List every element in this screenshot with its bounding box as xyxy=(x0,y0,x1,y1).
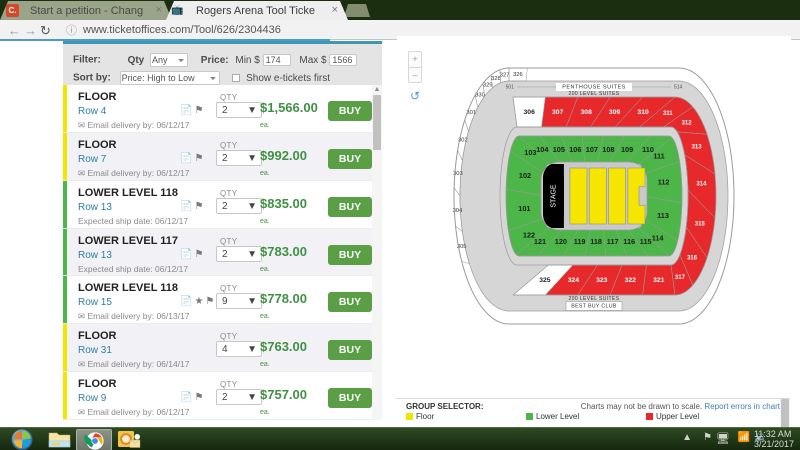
svg-text:501: 501 xyxy=(506,84,515,90)
svg-text:309: 309 xyxy=(609,109,621,116)
svg-text:313: 313 xyxy=(692,145,703,151)
svg-text:323: 323 xyxy=(596,277,608,284)
svg-text:327: 327 xyxy=(500,72,510,78)
svg-text:PENTHOUSE SUITES: PENTHOUSE SUITES xyxy=(562,84,626,90)
svg-text:312: 312 xyxy=(682,121,693,127)
svg-text:118: 118 xyxy=(590,237,602,246)
svg-text:329: 329 xyxy=(483,83,493,89)
svg-text:200 LEVEL SUITES: 200 LEVEL SUITES xyxy=(569,91,620,97)
svg-text:308: 308 xyxy=(581,109,593,116)
svg-text:321: 321 xyxy=(653,277,665,284)
svg-text:112: 112 xyxy=(658,178,670,187)
svg-text:107: 107 xyxy=(586,145,598,154)
svg-text:116: 116 xyxy=(623,237,635,246)
svg-text:108: 108 xyxy=(602,145,614,154)
svg-text:324: 324 xyxy=(568,277,580,284)
svg-text:311: 311 xyxy=(663,111,673,117)
svg-text:307: 307 xyxy=(552,109,564,116)
svg-text:306: 306 xyxy=(524,109,536,116)
svg-text:BEST BUY CLUB: BEST BUY CLUB xyxy=(571,303,617,309)
svg-text:STAGE: STAGE xyxy=(550,184,557,208)
svg-text:315: 315 xyxy=(695,221,706,227)
svg-text:326: 326 xyxy=(513,72,523,78)
svg-text:106: 106 xyxy=(569,145,581,154)
svg-text:110: 110 xyxy=(642,145,654,154)
svg-text:310: 310 xyxy=(637,109,649,116)
svg-text:102: 102 xyxy=(519,171,531,180)
svg-text:325: 325 xyxy=(539,277,551,284)
svg-text:117: 117 xyxy=(607,237,619,246)
svg-text:103: 103 xyxy=(524,148,536,157)
svg-text:101: 101 xyxy=(518,204,530,213)
svg-text:314: 314 xyxy=(696,181,707,187)
svg-text:115: 115 xyxy=(640,237,652,246)
svg-text:200 LEVEL SUITES: 200 LEVEL SUITES xyxy=(569,296,620,302)
svg-text:122: 122 xyxy=(523,230,535,239)
svg-text:104: 104 xyxy=(536,145,549,154)
svg-text:105: 105 xyxy=(553,145,565,154)
svg-text:109: 109 xyxy=(621,145,633,154)
svg-text:119: 119 xyxy=(574,237,586,246)
svg-text:322: 322 xyxy=(625,277,637,284)
svg-text:111: 111 xyxy=(653,151,664,160)
svg-text:113: 113 xyxy=(657,211,669,220)
svg-text:514: 514 xyxy=(674,84,683,90)
svg-text:120: 120 xyxy=(555,237,567,246)
svg-text:316: 316 xyxy=(687,256,698,262)
svg-text:317: 317 xyxy=(675,275,686,281)
